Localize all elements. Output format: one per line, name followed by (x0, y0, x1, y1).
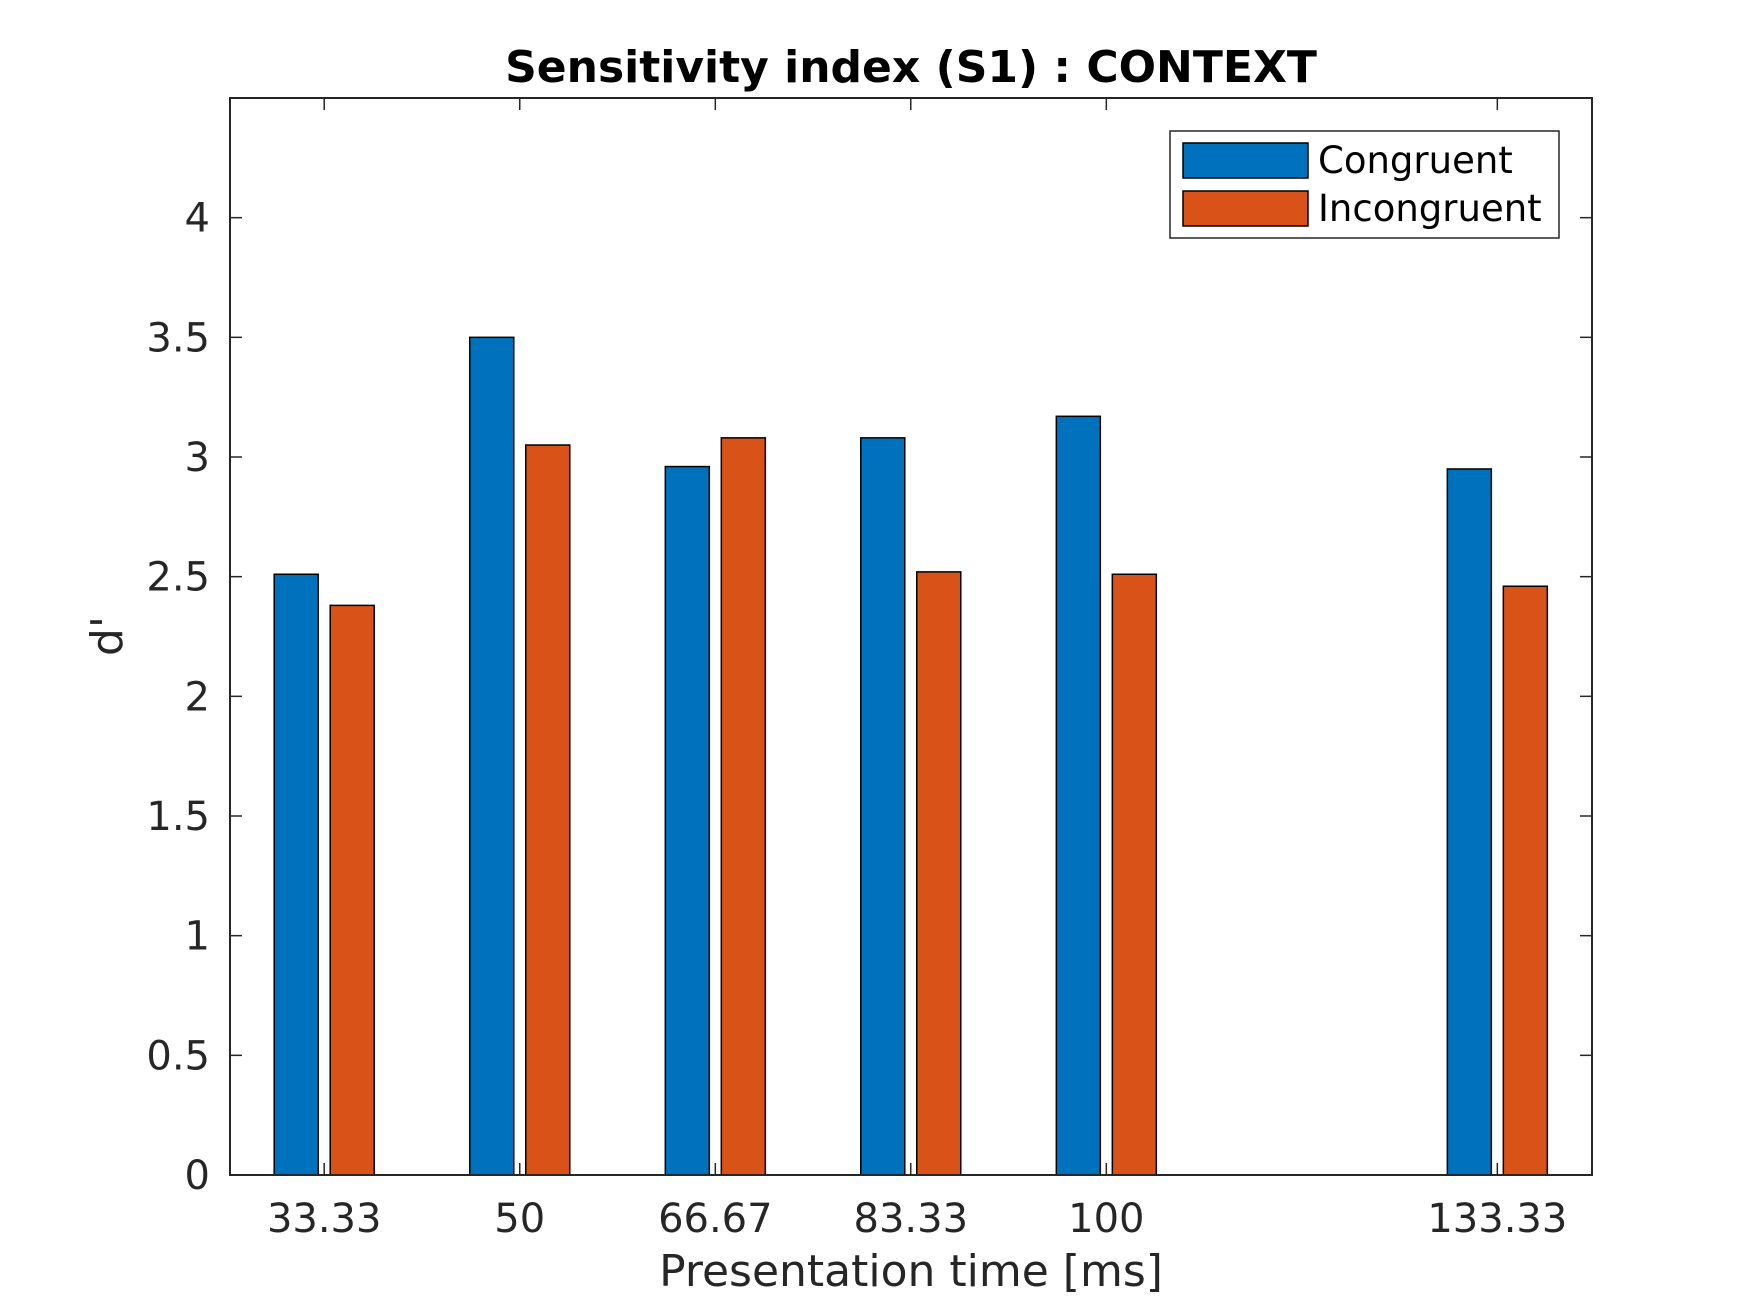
x-tick-label: 50 (494, 1196, 545, 1242)
bar-incongruent-50 (525, 444, 571, 1176)
y-tick-label: 2.5 (146, 555, 210, 601)
bar-incongruent-33-33 (329, 604, 375, 1176)
y-axis-label: d' (82, 616, 133, 656)
x-tick-label: 83.33 (854, 1196, 969, 1242)
bar-incongruent-66-67 (720, 437, 767, 1176)
x-tick-label: 33.33 (267, 1196, 382, 1242)
x-tick-label: 66.67 (658, 1196, 773, 1242)
bar-congruent-100 (1055, 415, 1102, 1176)
bar-congruent-50 (469, 336, 515, 1176)
bar-incongruent-100 (1111, 573, 1158, 1176)
y-tick-label: 0 (185, 1153, 210, 1199)
x-tick-labels: 33.33 50 66.67 83.33 100 133.33 (267, 1196, 1567, 1242)
legend-label-incongruent: Incongruent (1318, 187, 1542, 230)
y-tick-label: 3 (185, 435, 210, 481)
legend: Congruent Incongruent (1169, 130, 1560, 239)
bar-congruent-33-33 (273, 573, 319, 1176)
x-axis-label: Presentation time [ms] (659, 1246, 1163, 1297)
legend-swatch-incongruent (1182, 190, 1309, 227)
bar-incongruent-133-33 (1502, 585, 1549, 1176)
y-tick-label: 1 (185, 914, 210, 960)
y-tick-label: 1.5 (146, 794, 210, 840)
y-tick-label: 3.5 (146, 315, 210, 361)
y-tick-label: 0.5 (146, 1033, 210, 1079)
axes-box (229, 97, 1593, 1176)
plot-area (230, 98, 1592, 1175)
legend-label-congruent: Congruent (1318, 139, 1513, 182)
legend-swatch-congruent (1182, 142, 1309, 179)
bars-layer (273, 336, 1549, 1176)
bar-congruent-66-67 (664, 465, 711, 1176)
x-tick-label: 133.33 (1427, 1196, 1567, 1242)
y-tick-label: 4 (185, 196, 210, 242)
bar-congruent-83-33 (860, 437, 906, 1176)
x-tick-label: 100 (1068, 1196, 1144, 1242)
bar-incongruent-83-33 (916, 571, 962, 1176)
bar-congruent-133-33 (1446, 468, 1493, 1176)
chart-title: Sensitivity index (S1) : CONTEXT (505, 42, 1317, 93)
y-tick-labels: 0 0.5 1 1.5 2 2.5 3 3.5 4 (146, 196, 210, 1199)
y-tick-label: 2 (185, 674, 210, 720)
